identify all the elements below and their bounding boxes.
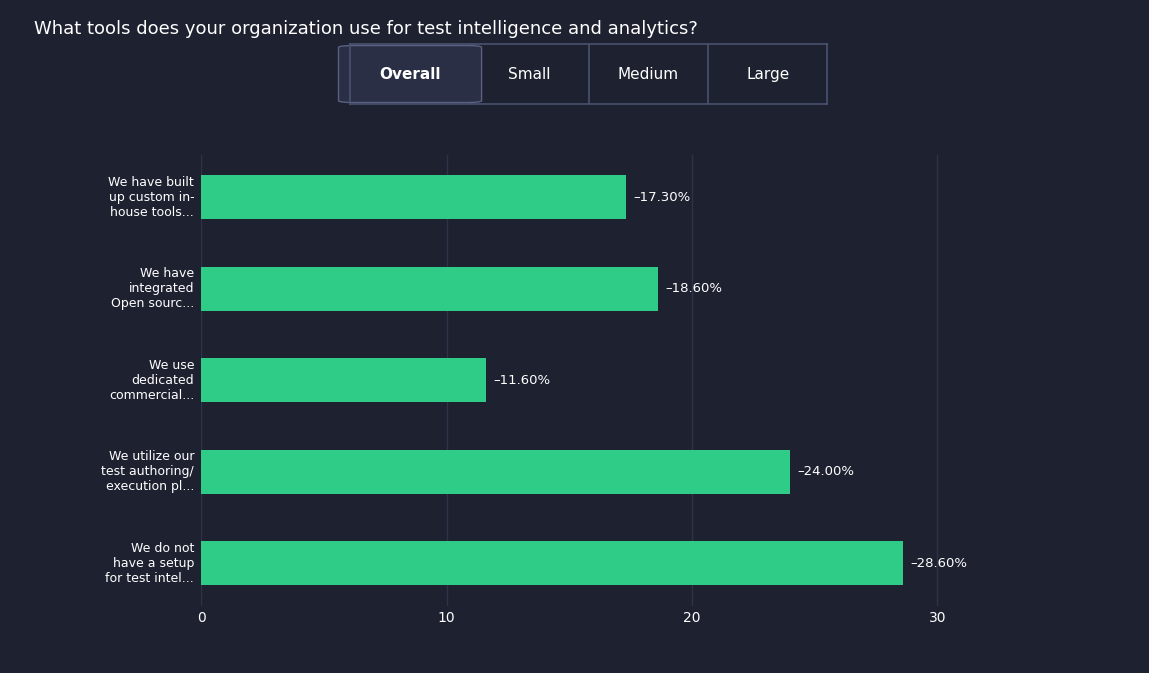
Text: –18.60%: –18.60% (665, 282, 722, 295)
Bar (201, 358, 486, 402)
Text: Medium: Medium (618, 67, 679, 81)
Bar (201, 267, 657, 311)
Text: –17.30%: –17.30% (633, 190, 691, 204)
Text: –28.60%: –28.60% (910, 557, 967, 570)
Text: –11.60%: –11.60% (493, 374, 550, 387)
Text: Overall: Overall (379, 67, 441, 81)
Text: What tools does your organization use for test intelligence and analytics?: What tools does your organization use fo… (34, 20, 699, 38)
Bar (201, 175, 626, 219)
Text: Small: Small (508, 67, 550, 81)
Bar (201, 541, 903, 586)
FancyBboxPatch shape (339, 46, 481, 102)
Bar (201, 450, 791, 494)
Text: Large: Large (746, 67, 789, 81)
Text: –24.00%: –24.00% (797, 465, 855, 479)
